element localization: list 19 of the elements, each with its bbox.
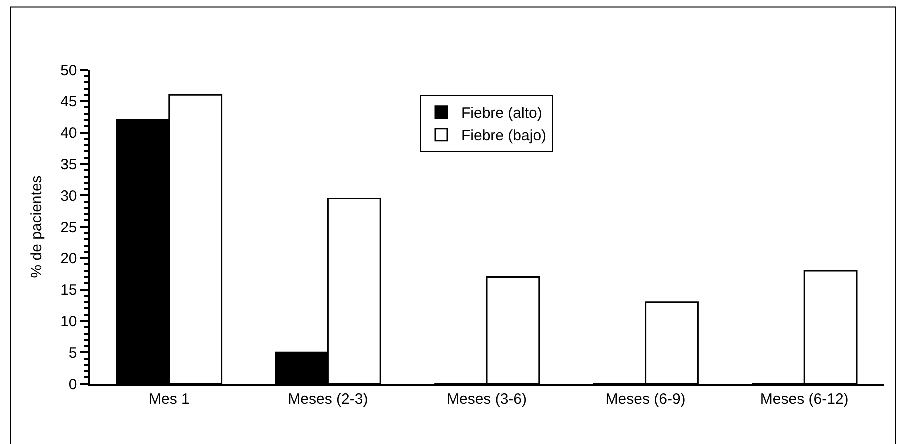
y-tick-label: 5 — [68, 344, 78, 362]
y-tick-label: 50 — [60, 62, 78, 80]
y-tick-label: 45 — [60, 94, 78, 111]
y-tick-label: 10 — [60, 313, 78, 330]
y-tick-label: 0 — [68, 376, 78, 394]
legend-label: Fiebre (bajo) — [462, 128, 547, 145]
x-tick-label: Meses (3-6) — [446, 390, 528, 408]
x-tick-label: Mes 1 — [148, 390, 190, 408]
y-tick-label: 25 — [60, 219, 78, 236]
y-tick-label: 20 — [60, 250, 78, 268]
legend-label: Fiebre (alto) — [462, 105, 542, 122]
x-tick-label: Meses (6-9) — [606, 390, 686, 408]
y-axis-title: % de pacientes — [28, 176, 46, 278]
y-tick-label: 40 — [60, 125, 78, 142]
y-tick-label: 30 — [60, 188, 78, 205]
y-tick-label: 35 — [60, 156, 78, 174]
y-tick-label: 15 — [60, 282, 78, 300]
x-tick-label: Meses (2-3) — [288, 390, 368, 408]
x-tick-label: Meses (6-12) — [760, 390, 849, 408]
